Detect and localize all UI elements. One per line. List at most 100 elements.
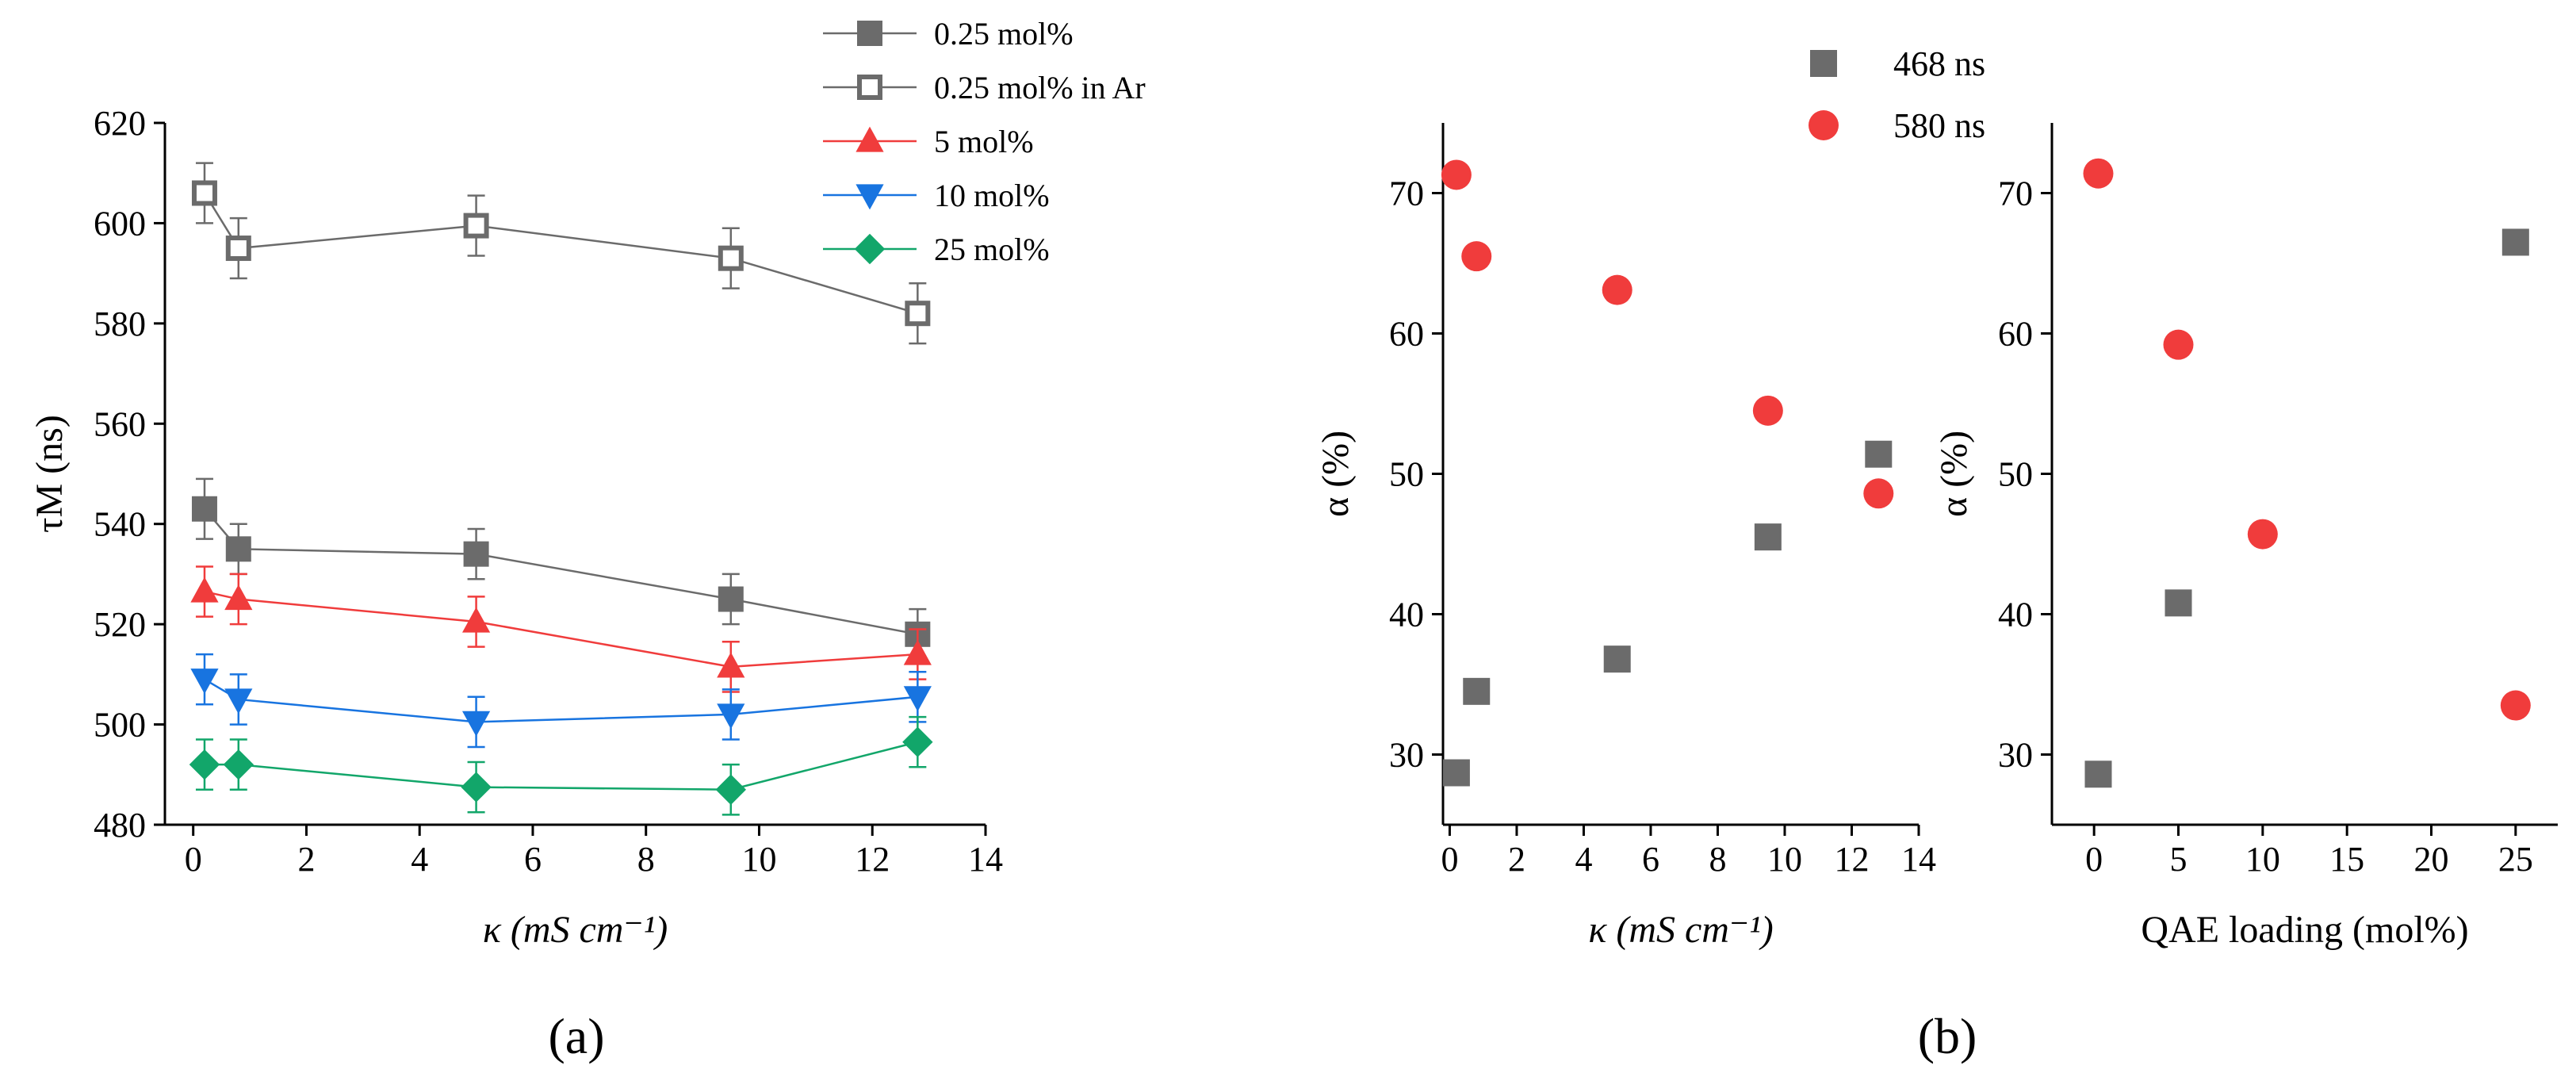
series-line [204, 678, 918, 723]
series-1 [1441, 159, 1894, 509]
data-point [223, 749, 254, 780]
data-point [224, 584, 253, 611]
y-tick-label: 70 [1389, 174, 1424, 213]
data-point [190, 669, 219, 695]
y-tick-label: 40 [1389, 596, 1424, 634]
y-tick-label: 520 [94, 605, 146, 644]
series-0 [2084, 228, 2529, 788]
legend-marker [854, 233, 886, 265]
legend-marker [1809, 110, 1839, 140]
data-point [224, 688, 253, 714]
data-point [718, 245, 744, 271]
x-axis-label: κ (mS cm⁻¹) [483, 909, 668, 951]
legend-label: 0.25 mol% [934, 16, 1074, 52]
legend: 468 ns 580 ns [1809, 44, 1985, 145]
series-1 [2083, 158, 2531, 721]
legend-marker [857, 21, 882, 46]
panel-label-b: (b) [1918, 1008, 1977, 1064]
data-point [225, 536, 251, 562]
data-point [2501, 228, 2529, 256]
data-point [2247, 519, 2278, 550]
x-tick-label: 14 [1901, 840, 1936, 879]
data-point [2083, 158, 2114, 189]
panel-label-a: (a) [548, 1008, 604, 1064]
data-point [1442, 759, 1470, 787]
data-point [2084, 760, 2112, 788]
data-point [1441, 159, 1472, 190]
legend-marker [1810, 50, 1837, 77]
chart-0-axes: 0 2 4 6 8 10 12 14 480 500 520 540 560 580 600 620 κ (mS… [29, 104, 1003, 951]
legend-label: 580 ns [1893, 106, 1985, 145]
data-point [1754, 523, 1782, 551]
data-point [2165, 589, 2192, 617]
y-tick-label: 480 [94, 806, 146, 845]
y-tick-label: 60 [1998, 315, 2033, 354]
y-tick-label: 50 [1389, 455, 1424, 494]
y-tick-label: 580 [94, 305, 146, 343]
data-point [1863, 478, 1894, 509]
y-tick-label: 600 [94, 204, 146, 243]
y-tick-label: 540 [94, 505, 146, 544]
data-point [463, 213, 489, 239]
series-line [204, 590, 918, 669]
x-tick-label: 6 [524, 840, 542, 879]
series-line [203, 192, 918, 315]
x-tick-label: 14 [968, 840, 1003, 879]
y-axis-label: α (%) [1315, 431, 1357, 517]
x-tick-label: 10 [741, 840, 776, 879]
x-axis-label: QAE loading (mol%) [2141, 909, 2468, 951]
series-line [204, 508, 918, 636]
x-tick-label: 12 [1834, 840, 1869, 879]
x-tick-label: 8 [637, 840, 655, 879]
data-point [190, 577, 219, 603]
x-tick-label: 0 [2085, 840, 2103, 879]
series-line [204, 741, 918, 791]
y-axis-label: α (%) [1933, 431, 1975, 517]
data-point [903, 686, 932, 712]
x-tick-label: 25 [2498, 840, 2533, 879]
data-point [718, 586, 744, 612]
y-tick-label: 620 [94, 104, 146, 143]
data-point [715, 774, 746, 805]
series-0 [191, 477, 931, 661]
x-tick-label: 5 [2170, 840, 2187, 879]
data-point [902, 726, 933, 757]
data-point [225, 236, 251, 262]
data-point [1463, 677, 1491, 705]
x-axis-label: κ (mS cm⁻¹) [1588, 909, 1773, 951]
x-tick-label: 15 [2329, 840, 2364, 879]
legend-label: 468 ns [1893, 44, 1985, 83]
data-point [1603, 646, 1631, 673]
y-axis-label: τM (ns) [29, 415, 71, 533]
x-tick-label: 10 [2245, 840, 2280, 879]
data-point [191, 180, 217, 206]
series-1 [191, 162, 931, 345]
x-tick-label: 8 [1709, 840, 1726, 879]
legend-marker [855, 126, 884, 152]
data-point [2163, 329, 2194, 360]
legend-marker [857, 75, 882, 100]
chart-2-axes: 0 5 10 15 20 25 30 40 50 60 70 QAE loading (mol%) α … [1933, 123, 2558, 951]
x-tick-label: 6 [1642, 840, 1659, 879]
y-tick-label: 30 [1998, 736, 2033, 775]
y-tick-label: 60 [1389, 315, 1424, 354]
data-point [1752, 395, 1783, 426]
data-point [191, 496, 217, 522]
chart-1-axes: 0 2 4 6 8 10 12 14 30 40 50 60 70 κ (mS cm⁻¹) α (%) [1315, 123, 1936, 951]
data-point [461, 772, 492, 803]
x-tick-label: 4 [1575, 840, 1592, 879]
x-tick-label: 2 [1508, 840, 1525, 879]
data-point [1602, 274, 1632, 305]
x-tick-label: 20 [2414, 840, 2449, 879]
data-point [463, 541, 489, 567]
data-point [903, 639, 932, 665]
legend-label: 0.25 mol% in Ar [934, 70, 1146, 105]
y-tick-label: 40 [1998, 596, 2033, 634]
series-2 [190, 565, 932, 693]
y-tick-label: 500 [94, 706, 146, 745]
legend-marker [855, 184, 884, 210]
legend-label: 25 mol% [934, 232, 1050, 267]
data-point [2500, 690, 2531, 721]
data-point [905, 301, 931, 327]
